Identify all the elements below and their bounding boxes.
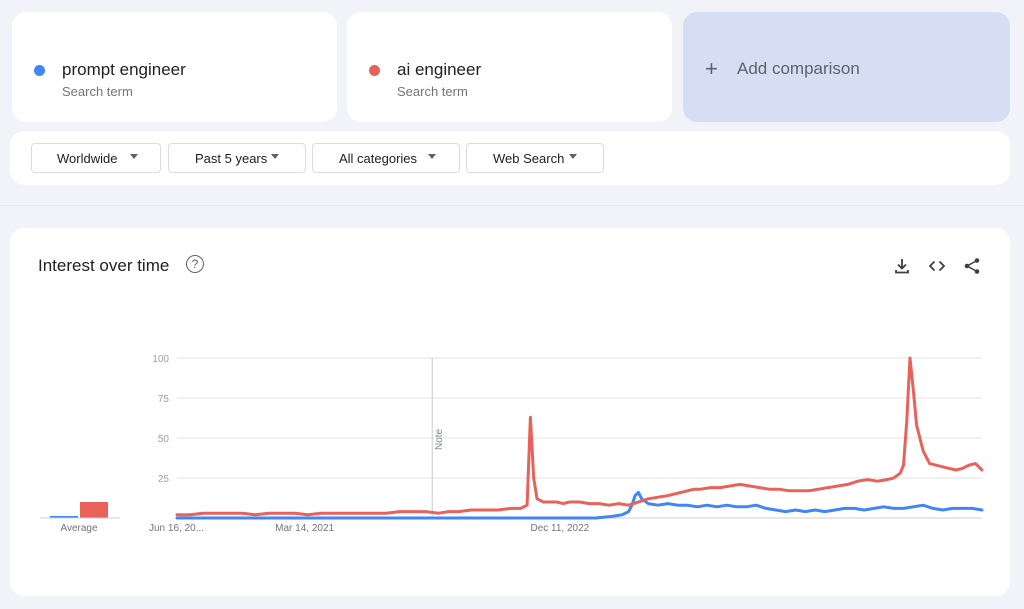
caret-down-icon	[428, 154, 436, 159]
add-comparison-button[interactable]: + Add comparison	[683, 12, 1010, 122]
series-line	[175, 490, 984, 520]
filter-bar: Worldwide Past 5 years All categories We…	[10, 131, 1010, 185]
section-divider	[0, 205, 1024, 206]
interest-chart: 25 50 75 100 Note Jun 16, 20... Mar 14, 2021 De…	[40, 354, 984, 534]
average-label: Average	[60, 523, 98, 534]
caret-down-icon	[569, 154, 577, 159]
series-color-dot	[34, 65, 45, 76]
filter-label: All categories	[339, 151, 418, 166]
term-card-ai-engineer[interactable]: ai engineer Search term	[347, 12, 672, 122]
caret-down-icon	[271, 154, 279, 159]
embed-icon[interactable]	[927, 256, 947, 276]
search-type-filter[interactable]: Web Search	[466, 143, 604, 173]
time-range-filter[interactable]: Past 5 years	[168, 143, 306, 173]
plus-icon: +	[705, 56, 718, 81]
series-color-dot	[369, 65, 380, 76]
y-tick-label: 50	[158, 434, 170, 445]
filter-label: Web Search	[493, 151, 565, 166]
y-tick-label: 100	[152, 354, 169, 365]
term-name[interactable]: prompt engineer	[62, 60, 186, 79]
add-comparison-label: Add comparison	[737, 59, 860, 78]
term-subtitle: Search term	[62, 84, 133, 99]
y-tick-label: 25	[158, 474, 170, 485]
x-tick-label: Mar 14, 2021	[275, 523, 334, 534]
average-bar	[80, 502, 108, 518]
filter-label: Worldwide	[57, 151, 118, 166]
filter-label: Past 5 years	[195, 151, 268, 166]
share-icon[interactable]	[962, 256, 982, 276]
chart-title: Interest over time	[38, 256, 170, 275]
category-filter[interactable]: All categories	[312, 143, 460, 173]
x-tick-label: Dec 11, 2022	[530, 523, 589, 534]
series-line	[175, 356, 984, 517]
term-card-prompt-engineer[interactable]: prompt engineer Search term	[12, 12, 337, 122]
download-icon[interactable]	[892, 256, 912, 276]
term-name[interactable]: ai engineer	[397, 60, 482, 79]
note-label: Note	[434, 428, 445, 450]
x-tick-label: Jun 16, 20...	[149, 523, 204, 534]
y-tick-label: 75	[158, 394, 170, 405]
location-filter[interactable]: Worldwide	[31, 143, 161, 173]
help-icon[interactable]: ?	[186, 255, 204, 273]
interest-over-time-card: Interest over time ? 25 50 75 100 Note Jun 16…	[10, 228, 1010, 596]
term-subtitle: Search term	[397, 84, 468, 99]
average-bar	[50, 516, 78, 518]
caret-down-icon	[130, 154, 138, 159]
